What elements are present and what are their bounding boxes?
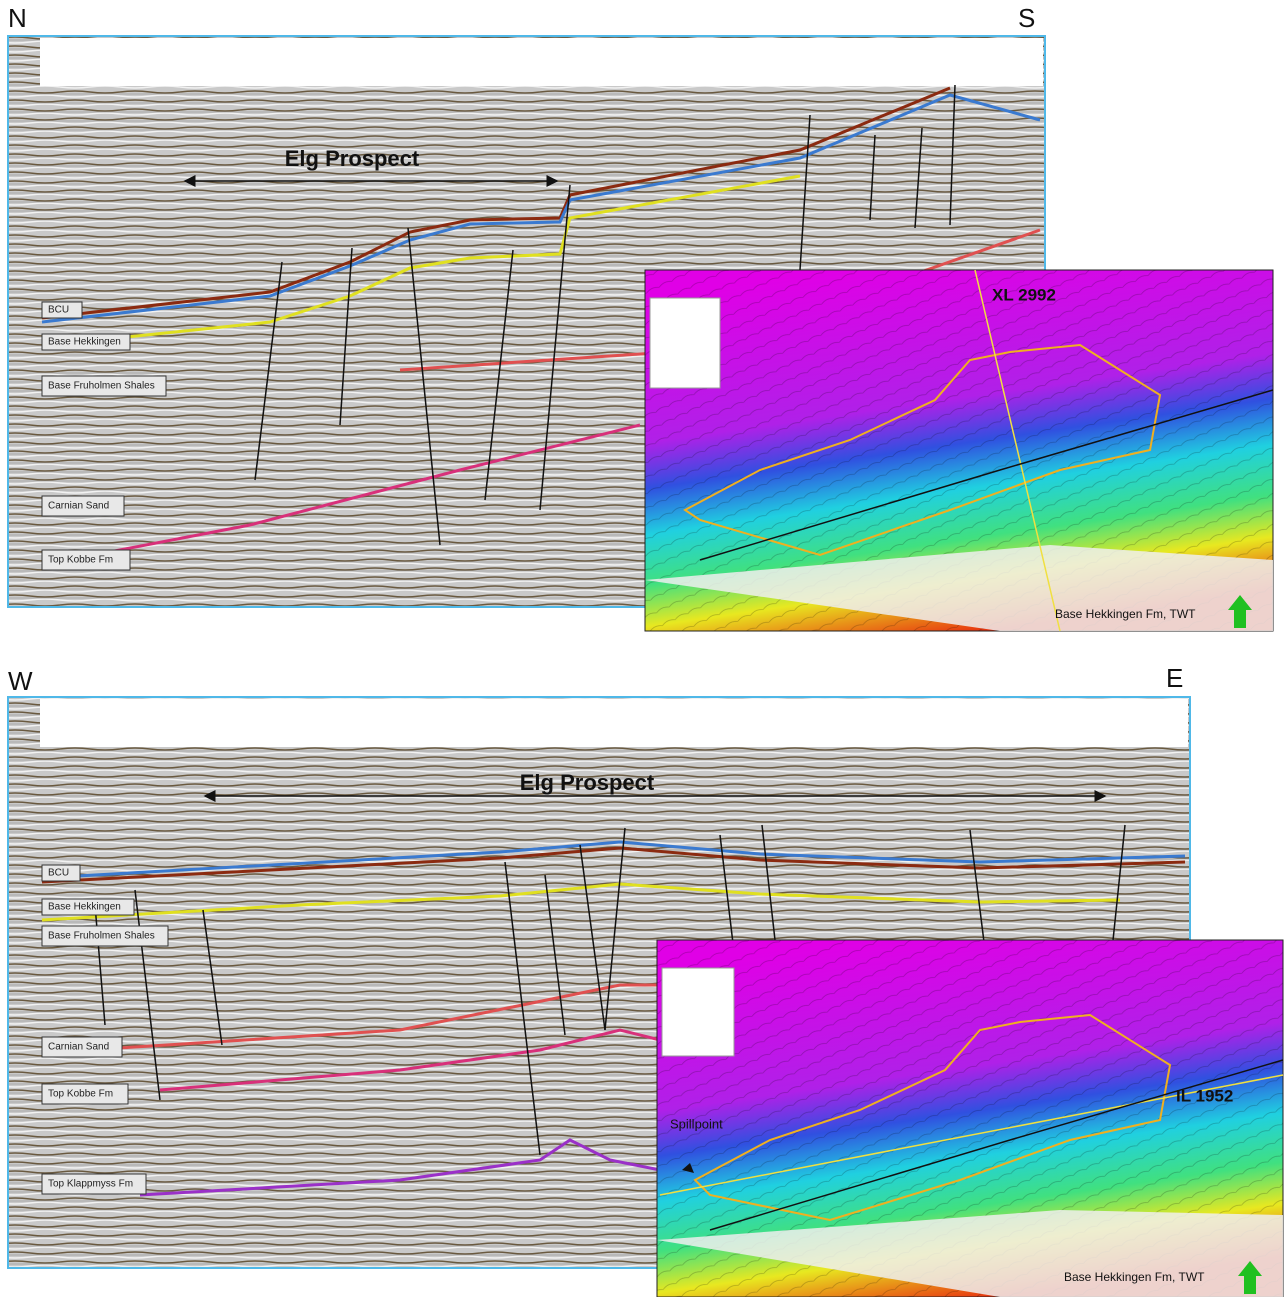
horizon-line	[41, 423, 641, 567]
panel-top: N S Elg Prospect BCU Base Hekkingen Base…	[7, 3, 1274, 632]
label-box	[41, 549, 131, 571]
label-box	[41, 333, 131, 351]
direction-left: N	[8, 3, 27, 33]
map-annotation: Spillpoint	[670, 1116, 723, 1131]
fault-line	[579, 844, 606, 1031]
prospect-outline	[693, 1013, 1172, 1222]
fault-line	[799, 114, 811, 271]
fault-line	[254, 261, 283, 481]
map-colorbar	[661, 967, 735, 1057]
horizon-label: Base Fruholmen Shales	[48, 381, 155, 392]
fault-line	[544, 874, 566, 1036]
horizon-labels: BCU Base Hekkingen Base Fruholmen Shales…	[41, 864, 169, 1195]
label-box	[41, 864, 81, 882]
section-line	[974, 269, 1061, 632]
direction-right: S	[1018, 3, 1035, 33]
fault-line	[604, 827, 626, 1031]
north-arrow	[1238, 1261, 1262, 1294]
label-box	[41, 301, 83, 319]
horizon-label: Top Klappmyss Fm	[48, 1179, 133, 1190]
label-box	[41, 1083, 129, 1105]
fault-line	[699, 389, 1274, 561]
horizon-label: Carnian Sand	[48, 501, 109, 512]
map-blank	[657, 1210, 1283, 1297]
map-line-label: XL 2992	[992, 285, 1056, 304]
label-box	[41, 375, 167, 397]
well-header	[40, 699, 1188, 747]
faults	[94, 824, 1126, 1156]
horizon-label: Base Fruholmen Shales	[48, 931, 155, 942]
section-line	[659, 1074, 1284, 1196]
well-header	[40, 38, 1043, 86]
fault-line	[202, 909, 223, 1046]
annotation-pointer	[682, 1163, 694, 1173]
fault-line	[969, 829, 986, 951]
fault-line	[94, 904, 106, 1026]
prospect-title: Elg Prospect	[285, 146, 420, 171]
map-inset: XL 2992 Base Hekkingen Fm, TWT	[644, 269, 1274, 632]
north-arrow	[1228, 595, 1252, 628]
map-caption: Base Hekkingen Fm, TWT	[1055, 607, 1196, 621]
fault-line	[709, 1059, 1284, 1231]
fault-line	[869, 134, 876, 221]
fault-line	[761, 824, 776, 941]
fault-line	[484, 249, 514, 501]
horizon-line	[139, 1138, 661, 1197]
horizon-label: BCU	[48, 868, 69, 879]
label-box	[41, 898, 135, 916]
label-box	[41, 495, 125, 517]
map-line-label: IL 1952	[1176, 1086, 1233, 1105]
horizon-label: Carnian Sand	[48, 1042, 109, 1053]
fault-line	[539, 184, 571, 511]
horizon-label: Top Kobbe Fm	[48, 555, 113, 566]
fault-line	[407, 227, 441, 546]
horizon-line	[41, 174, 801, 348]
panel-bottom: W E Elg Prospect BCU Base Hekkingen Base…	[7, 663, 1284, 1297]
prospect-title: Elg Prospect	[520, 770, 655, 795]
map-blank	[645, 545, 1273, 631]
horizon-line	[41, 846, 1186, 884]
fault-line	[134, 889, 161, 1101]
prospect-outline	[683, 343, 1162, 557]
label-box	[41, 1173, 147, 1195]
horizon-label: Base Hekkingen	[48, 902, 121, 913]
direction-right: E	[1166, 663, 1183, 693]
horizon-labels: BCU Base Hekkingen Base Fruholmen Shales…	[41, 301, 167, 571]
fault-line	[1111, 824, 1126, 951]
horizon-line	[41, 86, 951, 320]
horizon-label: Top Kobbe Fm	[48, 1089, 113, 1100]
map-inset: IL 1952 Spillpoint Base Hekkingen Fm, TW…	[656, 939, 1284, 1297]
horizon-label: BCU	[48, 305, 69, 316]
fault-line	[949, 84, 956, 226]
faults	[254, 84, 956, 546]
map-caption: Base Hekkingen Fm, TWT	[1064, 1270, 1205, 1284]
label-box	[41, 925, 169, 947]
fault-line	[504, 861, 541, 1156]
fault-line	[339, 247, 353, 426]
horizons	[41, 86, 1041, 567]
fault-line	[914, 127, 923, 229]
map-colorbar	[649, 297, 721, 389]
horizon-label: Base Hekkingen	[48, 337, 121, 348]
horizon-line	[41, 93, 1041, 324]
label-box	[41, 1036, 123, 1058]
horizon-line	[159, 1028, 661, 1092]
horizon-line	[41, 840, 1186, 880]
direction-left: W	[8, 666, 33, 696]
fault-line	[719, 834, 736, 961]
horizon-line	[119, 983, 660, 1050]
